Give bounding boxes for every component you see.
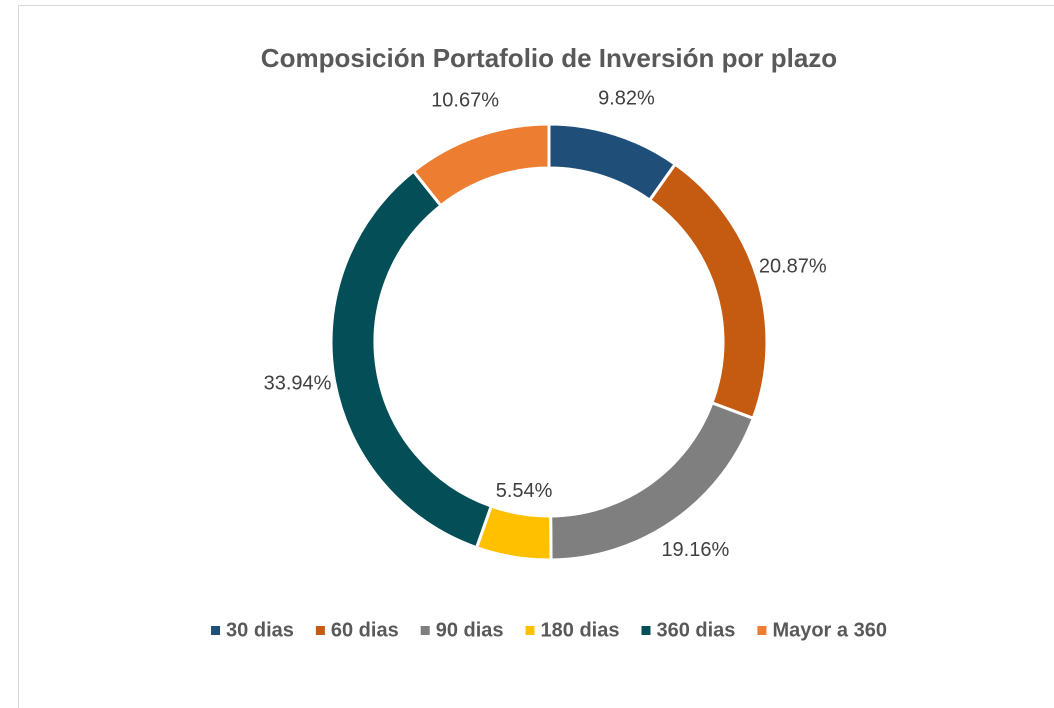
legend-swatch (641, 626, 651, 635)
legend-label: 30 dias (226, 619, 294, 641)
data-label: 10.67% (431, 89, 499, 111)
legend-label: 60 dias (331, 619, 399, 641)
data-label: 9.82% (598, 87, 655, 109)
chart-frame (18, 5, 1054, 708)
legend-label: Mayor a 360 (772, 619, 887, 641)
legend-swatch (420, 626, 430, 635)
legend-swatch (315, 626, 325, 635)
legend-swatch (525, 626, 535, 635)
legend-swatch (757, 626, 767, 635)
chart-title: Composición Portafolio de Inversión por … (261, 43, 837, 73)
data-label: 5.54% (496, 480, 553, 502)
data-label: 33.94% (264, 372, 332, 394)
legend-label: 180 dias (541, 619, 620, 641)
data-label: 20.87% (759, 255, 827, 277)
legend-label: 360 dias (656, 619, 735, 641)
donut-slice (411, 122, 551, 208)
data-label: 19.16% (661, 539, 729, 561)
legend-label: 90 dias (436, 619, 504, 641)
legend-swatch (211, 626, 221, 635)
